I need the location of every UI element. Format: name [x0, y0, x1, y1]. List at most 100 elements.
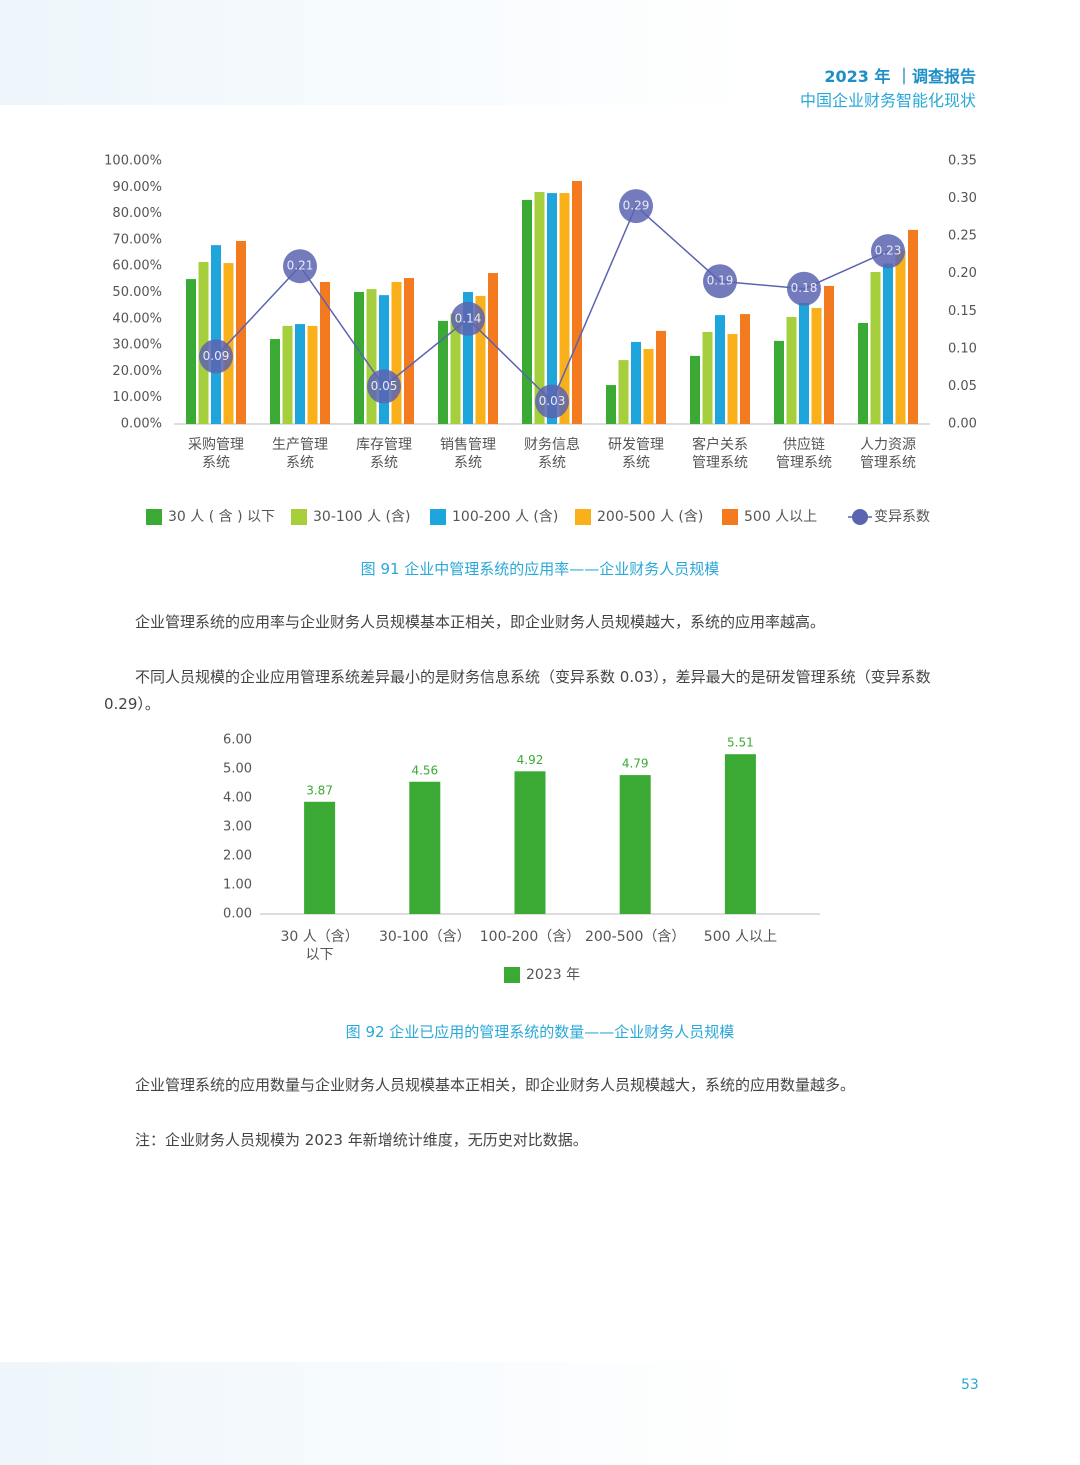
- data-label: 4.92: [517, 753, 544, 767]
- data-label: 0.09: [203, 349, 230, 363]
- x-tick-label: 客户关系 管理系统: [692, 437, 748, 471]
- y-tick-label: 5.00: [223, 762, 252, 777]
- legend-swatch: [575, 509, 591, 525]
- top-band: [0, 0, 1080, 105]
- y-tick-label: 1.00: [223, 878, 252, 893]
- y-tick-label: 60.00%: [112, 259, 162, 274]
- legend-swatch: [722, 509, 738, 525]
- bar: [715, 315, 725, 424]
- x-tick-label: 销售管理 系统: [440, 437, 496, 471]
- y2-tick-label: 0.00: [948, 417, 977, 432]
- y2-tick-label: 0.10: [948, 341, 977, 356]
- bar: [643, 349, 654, 424]
- bottom-band: [0, 1362, 1080, 1465]
- y-tick-label: 20.00%: [112, 364, 162, 379]
- bar: [475, 295, 486, 424]
- bar: [559, 193, 570, 424]
- line-point: [367, 369, 401, 404]
- x-tick-label: 30 人（含） 以下: [280, 929, 359, 963]
- x-tick-label: 研发管理 系统: [608, 437, 664, 471]
- x-tick-label: 生产管理 系统: [272, 437, 328, 471]
- bar: [438, 320, 448, 424]
- bar: [404, 278, 414, 424]
- bar: [354, 291, 364, 424]
- y-tick-label: 40.00%: [112, 311, 162, 326]
- legend-label: 500 人以上: [744, 509, 817, 525]
- bar: [656, 330, 666, 424]
- bar: [366, 289, 377, 424]
- data-label: 0.18: [791, 281, 818, 295]
- bar: [618, 360, 629, 424]
- line-point: [451, 301, 485, 336]
- data-label: 0.05: [371, 379, 398, 393]
- y-tick-label: 10.00%: [112, 390, 162, 405]
- data-label: 0.21: [287, 259, 314, 273]
- x-tick-label: 人力资源 管理系统: [860, 437, 916, 471]
- x-tick-label: 库存管理 系统: [356, 437, 412, 471]
- y2-tick-label: 0.15: [948, 304, 977, 319]
- data-label: 0.23: [875, 244, 902, 258]
- y2-tick-label: 0.20: [948, 266, 977, 281]
- legend-swatch: [146, 509, 162, 525]
- bar: [727, 334, 738, 424]
- bar: [379, 295, 389, 424]
- bar: [572, 180, 582, 424]
- bar: [690, 355, 700, 424]
- y-tick-label: 70.00%: [112, 232, 162, 247]
- bar: [304, 801, 336, 914]
- y-tick-label: 0.00%: [121, 417, 162, 432]
- bar: [450, 313, 461, 424]
- bar: [320, 281, 330, 424]
- y-tick-label: 4.00: [223, 791, 252, 806]
- header-subtitle: 中国企业财务智能化现状: [799, 91, 976, 110]
- x-tick-label: 30-100（含）: [379, 929, 471, 945]
- data-label: 0.14: [455, 311, 482, 325]
- data-label: 0.29: [623, 199, 650, 213]
- bar: [282, 325, 293, 424]
- page-number: 53: [961, 1377, 979, 1393]
- y-tick-label: 50.00%: [112, 285, 162, 300]
- bar: [895, 250, 906, 424]
- legend-marker: [852, 509, 868, 525]
- bar: [631, 341, 641, 424]
- y-tick-label: 100.00%: [104, 154, 162, 169]
- paragraph: 不同人员规模的企业应用管理系统差异最小的是财务信息系统（变异系数 0.03），差…: [104, 668, 931, 713]
- bar: [514, 771, 546, 914]
- data-label: 4.79: [622, 757, 649, 771]
- y2-tick-label: 0.35: [948, 154, 977, 169]
- line-point: [619, 189, 653, 224]
- legend-swatch: [430, 509, 446, 525]
- bar: [908, 229, 918, 424]
- legend-label: 200-500 人 (含): [597, 509, 703, 525]
- y-tick-label: 6.00: [223, 733, 252, 748]
- bar: [883, 263, 893, 424]
- data-label: 0.03: [539, 394, 566, 408]
- paragraph: 企业管理系统的应用率与企业财务人员规模基本正相关，即企业财务人员规模越大，系统的…: [135, 613, 826, 631]
- legend-label: 100-200 人 (含): [452, 509, 558, 525]
- y-tick-label: 3.00: [223, 820, 252, 835]
- x-tick-label: 200-500（含）: [584, 929, 686, 945]
- bar: [774, 340, 784, 424]
- x-tick-label: 财务信息 系统: [524, 437, 580, 471]
- y2-tick-label: 0.25: [948, 229, 977, 244]
- bar: [547, 193, 557, 424]
- bar: [409, 781, 441, 914]
- bar: [236, 240, 246, 424]
- bar: [858, 323, 868, 424]
- data-label: 5.51: [727, 736, 754, 750]
- y-tick-label: 80.00%: [112, 206, 162, 221]
- caption: 图 92 企业已应用的管理系统的数量——企业财务人员规模: [345, 1023, 735, 1041]
- y-tick-label: 0.00: [223, 907, 252, 922]
- line-point: [535, 384, 569, 419]
- bar: [702, 331, 713, 424]
- bar: [606, 385, 616, 424]
- legend-label: 30 人 ( 含 ) 以下: [168, 509, 275, 525]
- data-label: 4.56: [411, 763, 438, 777]
- line-point: [283, 249, 317, 284]
- paragraph: 企业管理系统的应用数量与企业财务人员规模基本正相关，即企业财务人员规模越大，系统…: [135, 1076, 856, 1094]
- bar: [522, 199, 532, 424]
- bar: [488, 273, 498, 424]
- bar: [740, 314, 750, 424]
- y2-tick-label: 0.30: [948, 191, 977, 206]
- bar: [534, 192, 545, 424]
